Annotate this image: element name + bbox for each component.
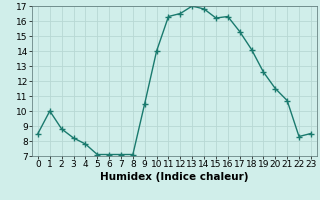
X-axis label: Humidex (Indice chaleur): Humidex (Indice chaleur): [100, 172, 249, 182]
